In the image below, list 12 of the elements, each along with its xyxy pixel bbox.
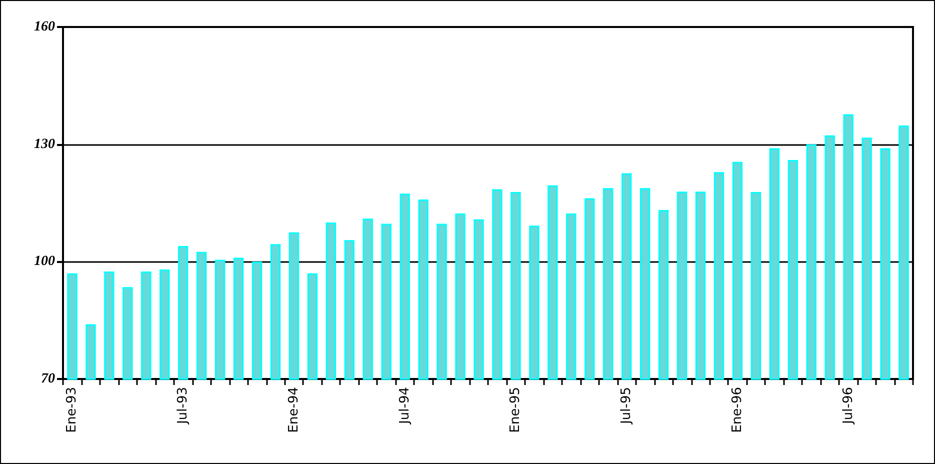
x-tick-label: Ene-94 — [286, 387, 302, 433]
y-tick-label: 130 — [34, 136, 55, 152]
y-tick-label: 100 — [34, 254, 55, 270]
x-tick-label: Ene-93 — [64, 387, 80, 433]
x-tick-label: Jul-95 — [619, 387, 634, 425]
y-tick-label: 160 — [34, 20, 55, 34]
y-tick-label: 70 — [41, 372, 55, 386]
x-tick-label: Jul-96 — [840, 387, 856, 425]
x-tick-label: Ene-95 — [508, 387, 524, 433]
x-tick-label: Jul-94 — [397, 387, 412, 425]
x-tick-label: Jul-93 — [176, 387, 191, 425]
x-tick-label: Ene-96 — [730, 387, 745, 433]
